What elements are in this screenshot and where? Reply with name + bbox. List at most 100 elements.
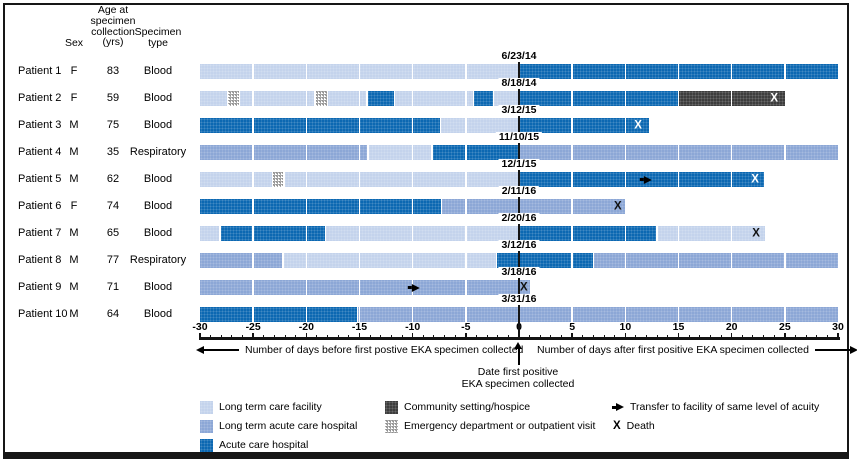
major-tick: [677, 332, 680, 337]
axis-label-after-text: Number of days after first positive EKA …: [537, 344, 809, 356]
minor-tick: [380, 334, 382, 337]
segment-divider: [592, 253, 595, 268]
bar-segment-ach: [366, 91, 395, 106]
patient-specimen: Respiratory: [129, 254, 187, 266]
segment-divider: [358, 118, 361, 133]
segment-divider: [305, 226, 308, 241]
minor-tick: [805, 334, 807, 337]
transfer-arrow-icon: [639, 175, 652, 184]
axis-label-before: Number of days before first postive EKA …: [196, 344, 523, 356]
ed-hatched-swatch-icon: [385, 420, 398, 433]
segment-divider: [358, 226, 361, 241]
minor-tick: [709, 334, 711, 337]
right-arrow-icon: [814, 345, 857, 354]
major-tick: [305, 332, 308, 337]
segment-divider: [571, 307, 573, 322]
segment-divider: [730, 145, 733, 160]
zero-caption: Date first positive EKA specimen collect…: [461, 366, 575, 390]
patient-sex: F: [70, 65, 78, 77]
segment-divider: [358, 199, 361, 214]
legend-label: Death: [626, 420, 655, 432]
minor-tick: [475, 334, 477, 337]
minor-tick: [486, 334, 488, 337]
minor-tick: [550, 334, 552, 337]
segment-divider: [411, 145, 414, 160]
segment-divider: [411, 253, 414, 268]
tick-label: -30: [192, 321, 208, 333]
segment-divider: [252, 91, 254, 106]
bar-segment-ach: [496, 253, 594, 268]
patient-specimen: Blood: [143, 200, 173, 212]
bar-segment-ltcf: [657, 226, 765, 241]
patient-age: 65: [106, 227, 120, 239]
minor-tick: [603, 334, 605, 337]
segment-divider: [465, 145, 467, 160]
minor-tick: [327, 334, 329, 337]
tick-label: 10: [619, 321, 632, 333]
minor-tick: [337, 334, 339, 337]
segment-divider: [465, 226, 467, 241]
first-positive-date: 3/31/16: [498, 294, 540, 305]
tick-label: -15: [351, 321, 368, 333]
segment-divider: [314, 91, 316, 106]
segment-divider: [411, 172, 414, 187]
major-tick: [730, 332, 733, 337]
minor-tick: [401, 334, 403, 337]
major-tick: [624, 332, 627, 337]
minor-tick: [816, 334, 818, 337]
segment-divider: [305, 199, 308, 214]
tick-label: 30: [832, 321, 844, 333]
patient-label: Patient 8: [18, 254, 62, 266]
segment-divider: [465, 118, 467, 133]
segment-divider: [252, 253, 254, 268]
patient-label: Patient 2: [18, 92, 62, 104]
segment-divider: [367, 145, 369, 160]
patient-sex: M: [69, 173, 79, 185]
minor-tick: [220, 334, 222, 337]
tick-label: 20: [725, 321, 738, 333]
major-tick: [571, 332, 573, 337]
segment-divider: [624, 307, 627, 322]
bar-segment-ltcf: [200, 172, 273, 187]
column-header-age: Age at specimen collection (yrs): [90, 4, 136, 49]
minor-tick: [614, 334, 616, 337]
segment-divider: [252, 280, 254, 295]
segment-divider: [730, 64, 733, 79]
segment-divider: [571, 253, 573, 268]
segment-divider: [356, 307, 359, 322]
segment-divider: [465, 307, 467, 322]
bar-segment-ach: [519, 91, 679, 106]
day-zero-line: [517, 62, 520, 338]
minor-tick: [699, 334, 701, 337]
x-axis-line: [199, 337, 840, 340]
bar-segment-ltcf: [239, 91, 315, 106]
patient-label: Patient 5: [18, 173, 62, 185]
patient-specimen: Blood: [143, 119, 173, 131]
minor-tick: [646, 334, 648, 337]
segment-divider: [784, 145, 786, 160]
minor-tick: [529, 334, 531, 337]
patient-label: Patient 1: [18, 65, 62, 77]
minor-tick: [390, 334, 392, 337]
first-positive-date: 3/12/16: [498, 240, 540, 251]
bar-segment-ltcf: [440, 118, 519, 133]
segment-divider: [571, 199, 573, 214]
segment-divider: [730, 307, 733, 322]
ach-swatch-icon: [200, 439, 213, 452]
patient-label: Patient 10: [18, 308, 68, 320]
segment-divider: [358, 253, 361, 268]
segment-divider: [492, 91, 495, 106]
minor-tick: [316, 334, 318, 337]
up-arrow-shaft: [517, 348, 520, 365]
major-tick: [411, 332, 414, 337]
segment-divider: [730, 91, 733, 106]
minor-tick: [741, 334, 743, 337]
death-x-icon: X: [770, 92, 779, 105]
minor-tick: [295, 334, 297, 337]
segment-divider: [282, 253, 284, 268]
minor-tick: [454, 334, 456, 337]
segment-divider: [305, 145, 308, 160]
segment-divider: [677, 172, 680, 187]
segment-divider: [283, 172, 285, 187]
minor-tick: [720, 334, 722, 337]
